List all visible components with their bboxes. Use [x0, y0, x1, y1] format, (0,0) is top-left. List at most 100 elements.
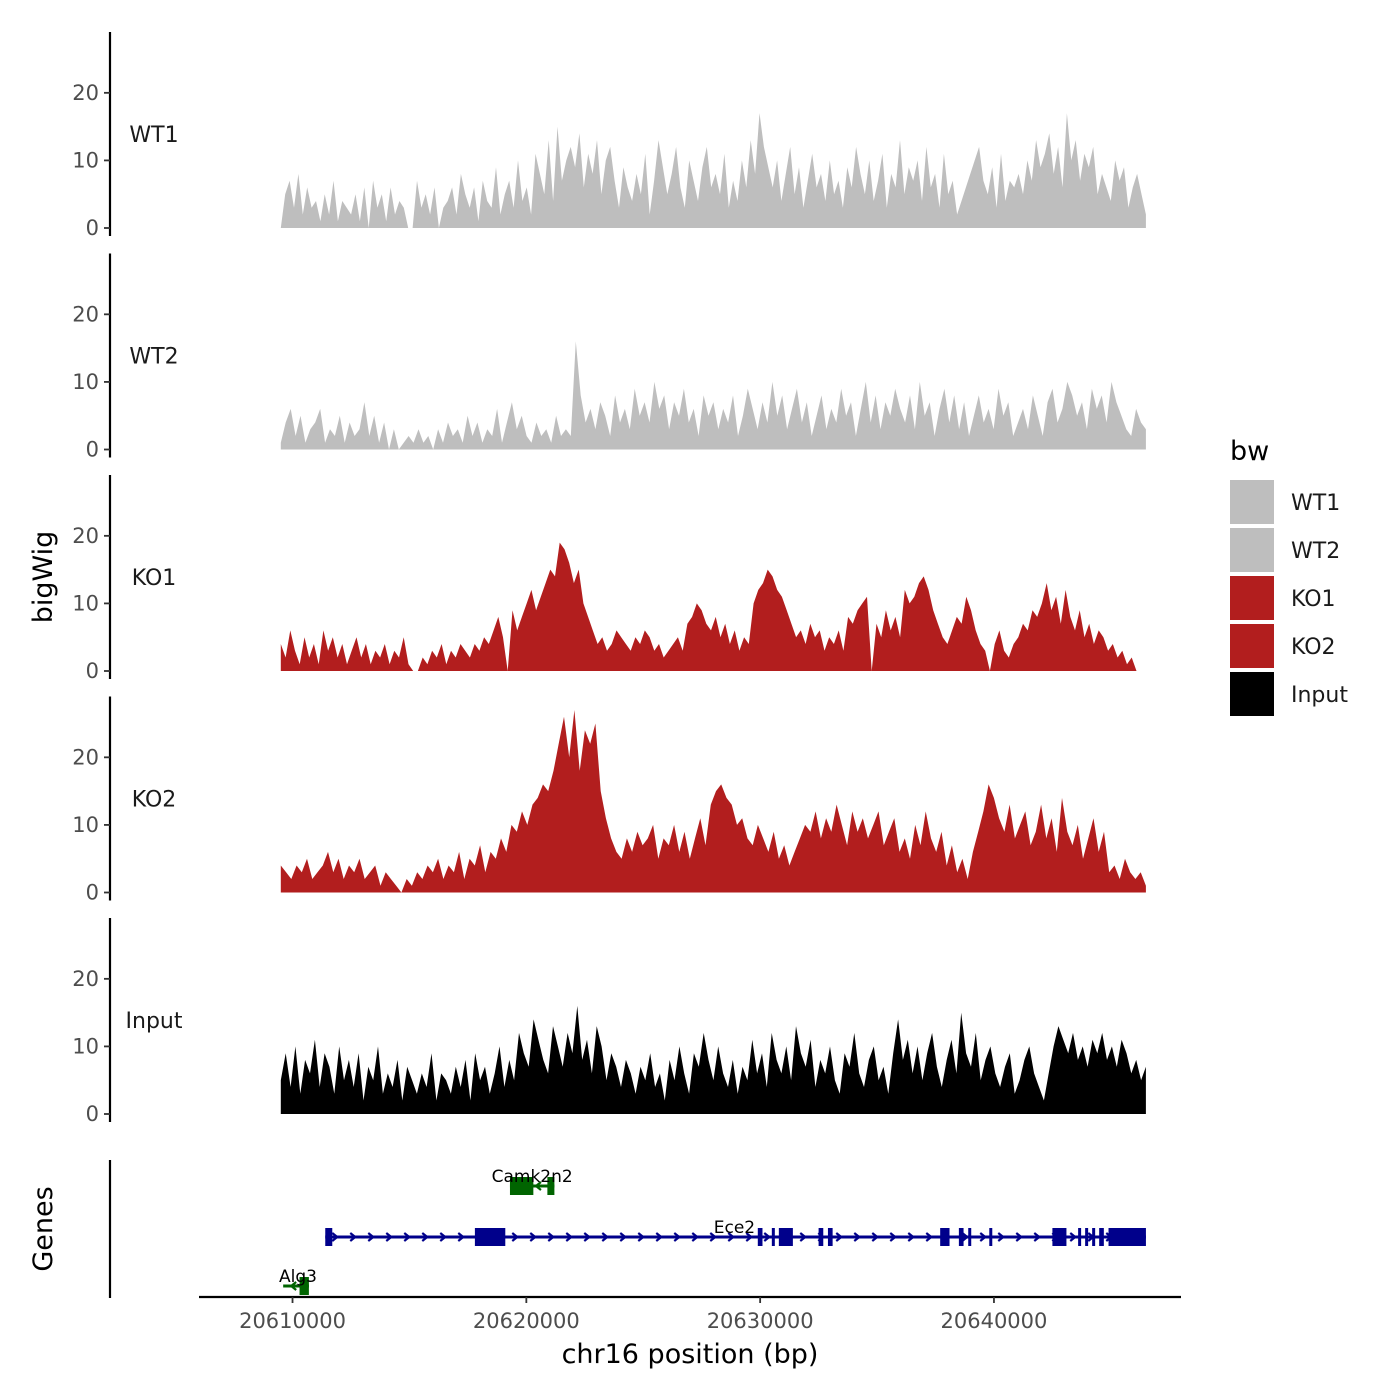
legend-item-wt2: WT2 — [1230, 528, 1340, 572]
y-tick-label: 20 — [72, 302, 99, 326]
strand-arrow — [529, 1232, 538, 1242]
legend-item-wt1: WT1 — [1230, 480, 1340, 524]
track-wt1: 0 10 20 WT1 — [72, 32, 1146, 240]
strand-arrow — [691, 1232, 700, 1242]
gene-exon — [757, 1228, 763, 1246]
coverage-area-ko1 — [280, 542, 1146, 671]
x-axis: 20610000 20620000 20630000 20640000 — [199, 1295, 1181, 1333]
strand-arrow — [907, 1232, 916, 1242]
gene-exon — [989, 1228, 993, 1246]
y-tick-label: 10 — [72, 591, 99, 615]
legend-label: KO1 — [1291, 587, 1336, 612]
legend-item-input: Input — [1230, 672, 1348, 716]
legend-swatch — [1230, 480, 1274, 524]
strand-arrow — [439, 1232, 448, 1242]
strand-arrow — [1015, 1232, 1024, 1242]
gene-label-alg3: Alg3 — [279, 1267, 317, 1287]
strand-arrow — [853, 1232, 862, 1242]
strand-arrow — [871, 1232, 880, 1242]
track-label-input: Input — [126, 1009, 183, 1034]
track-label-ko1: KO1 — [132, 566, 177, 591]
y-tick-label: 20 — [72, 81, 99, 105]
strand-arrow — [421, 1232, 430, 1242]
strand-arrow — [637, 1232, 646, 1242]
gene-exon — [325, 1228, 333, 1246]
gene-label-ece2: Ece2 — [714, 1218, 755, 1238]
gene-exon — [778, 1228, 793, 1246]
gene-exon — [827, 1228, 833, 1246]
gene-exon — [968, 1228, 972, 1246]
gene-exon — [1099, 1228, 1104, 1246]
coverage-area-wt1 — [280, 113, 1146, 228]
strand-arrow — [331, 1232, 340, 1242]
gene-exon — [1078, 1228, 1082, 1246]
legend-swatch — [1230, 576, 1274, 620]
legend-swatch — [1230, 672, 1274, 716]
strand-arrow — [367, 1232, 376, 1242]
legend: bw WT1 WT2 KO1 KO2 Input — [1230, 436, 1348, 716]
x-tick-label: 20610000 — [239, 1309, 346, 1333]
gene-exon — [1052, 1228, 1067, 1246]
strand-arrow — [565, 1232, 574, 1242]
track-input: 0 10 20 Input — [72, 918, 1146, 1126]
strand-arrow — [583, 1232, 592, 1242]
gene-exon — [771, 1228, 775, 1246]
y-axis-title: bigWig — [28, 531, 59, 624]
y-tick-label: 0 — [86, 438, 99, 462]
legend-label: KO2 — [1291, 635, 1336, 660]
coverage-area-wt2 — [280, 341, 1146, 450]
strand-arrow — [457, 1232, 466, 1242]
gene-exon — [1108, 1228, 1146, 1246]
gene-exon — [1085, 1228, 1089, 1246]
track-label-wt1: WT1 — [129, 123, 178, 148]
y-tick-label: 10 — [72, 813, 99, 837]
gene-exon — [940, 1228, 950, 1246]
strand-arrow — [727, 1232, 736, 1242]
strand-arrow — [289, 1281, 297, 1291]
gene-exon — [1092, 1228, 1096, 1246]
strand-arrow — [619, 1232, 628, 1242]
gene-exon — [509, 1177, 534, 1195]
strand-arrow — [403, 1232, 412, 1242]
strand-arrow — [835, 1232, 844, 1242]
y-tick-label: 20 — [72, 967, 99, 991]
strand-arrow — [1069, 1232, 1078, 1242]
strand-arrow — [385, 1232, 394, 1242]
x-tick-label: 20630000 — [707, 1309, 814, 1333]
coverage-area-input — [280, 1005, 1146, 1114]
y-tick-label: 0 — [86, 216, 99, 240]
gene-ece2: Ece2 — [325, 1218, 1146, 1246]
y-tick-label: 20 — [72, 745, 99, 769]
legend-title: bw — [1230, 436, 1269, 467]
gene-alg3: Alg3 — [279, 1267, 317, 1295]
track-label-wt2: WT2 — [129, 345, 178, 370]
strand-arrow — [349, 1232, 358, 1242]
legend-label: Input — [1291, 683, 1348, 708]
y-tick-label: 10 — [72, 148, 99, 172]
gene-label-camk2n2: Camk2n2 — [492, 1167, 573, 1187]
strand-arrow — [547, 1232, 556, 1242]
strand-arrow — [745, 1232, 754, 1242]
legend-label: WT1 — [1291, 491, 1340, 516]
gene-exon — [474, 1228, 506, 1246]
gene-exon — [818, 1228, 824, 1246]
tracks-layer: 0 10 20 WT1 0 10 20 WT2 0 10 20 KO1 0 10 20 KO2 0 10 20 Inp… — [72, 32, 1146, 1126]
legend-item-ko2: KO2 — [1230, 624, 1336, 668]
strand-arrow — [925, 1232, 934, 1242]
x-tick-label: 20620000 — [473, 1309, 580, 1333]
strand-arrow — [709, 1232, 718, 1242]
gene-exon — [299, 1277, 309, 1295]
y-tick-label: 0 — [86, 659, 99, 683]
y-tick-label: 20 — [72, 524, 99, 548]
y-tick-label: 0 — [86, 1102, 99, 1126]
legend-swatch — [1230, 624, 1274, 668]
track-label-ko2: KO2 — [132, 788, 177, 813]
y-tick-label: 10 — [72, 370, 99, 394]
gene-exon — [958, 1228, 964, 1246]
strand-arrow — [601, 1232, 610, 1242]
gene-exon — [547, 1177, 555, 1195]
strand-arrow — [511, 1232, 520, 1242]
genes-axis-title: Genes — [28, 1186, 59, 1271]
y-tick-label: 10 — [72, 1034, 99, 1058]
